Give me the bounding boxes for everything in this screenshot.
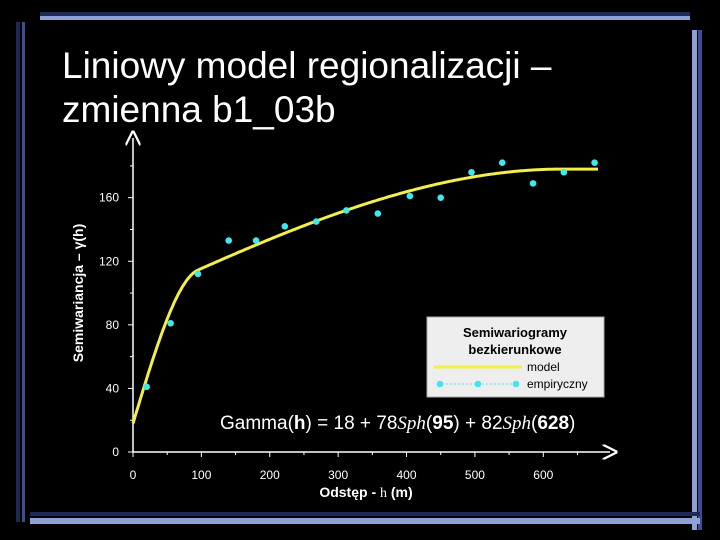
formula-open-1: ( [426, 413, 433, 434]
x-tick-label: 100 [191, 468, 211, 482]
series-layer [131, 159, 599, 424]
top-frame-bar-light [40, 16, 690, 20]
legend-title-line-2: bezkierunkowe [468, 342, 561, 357]
legend-empirical-label: empiryczny [527, 377, 588, 391]
empirical-point [194, 270, 202, 278]
y-tick-label: 160 [99, 191, 119, 205]
empirical-point [343, 207, 350, 214]
empirical-point [406, 192, 414, 200]
left-frame-bar-dark [16, 22, 20, 522]
empirical-point [529, 180, 537, 187]
formula-range-1: 95 [432, 413, 454, 434]
x-axis-label: Odstęp - h (m) [319, 484, 412, 501]
formula-close: ) [569, 413, 575, 434]
legend-empirical-dot [512, 380, 520, 388]
y-tick-label: 80 [106, 318, 120, 332]
empirical-point [167, 319, 174, 327]
slide-title: Liniowy model regionalizacji – zmienna b… [62, 44, 682, 132]
x-tick-label: 400 [397, 468, 417, 482]
left-frame-bar-light [22, 22, 25, 522]
title-line-2: zmienna b1_03b [62, 89, 336, 130]
formula-sph-2: Sph [503, 413, 532, 434]
x-tick-label: 200 [260, 468, 280, 482]
empirical-point [560, 168, 568, 176]
legend-title-line-1: Semiwariogramy [463, 325, 568, 340]
top-frame-bar-dark [40, 12, 690, 16]
legend: Semiwariogramy bezkierunkowe model empir… [426, 316, 605, 398]
formula-range-2: 628 [537, 413, 569, 434]
empirical-point [591, 159, 598, 167]
y-tick-label: 0 [112, 445, 119, 459]
bottom-frame-bar-dark [30, 512, 700, 516]
empirical-point [143, 383, 150, 391]
formula-h: h [294, 413, 306, 434]
x-tick-label: 0 [130, 468, 137, 482]
empirical-point [312, 218, 320, 225]
title-line-1: Liniowy model regionalizacji – [62, 45, 552, 86]
y-tick-label: 120 [99, 254, 119, 268]
x-tick-label: 500 [465, 468, 485, 482]
x-label-part-1: Odstęp - [319, 484, 380, 500]
formula-prefix: Gamma( [220, 413, 295, 434]
empirical-point [468, 168, 475, 176]
legend-empirical-dot [474, 380, 482, 388]
empirical-point [252, 237, 260, 244]
model-formula: Gamma(h) = 18 + 78Sph(95) + 82Sph(628) [220, 413, 575, 434]
axes-layer: 0 40 80 120 160 0 100 200 300 400 500 600 [99, 138, 610, 482]
empirical-point [281, 222, 289, 230]
legend-empirical-dot [436, 380, 444, 388]
model-curve [131, 167, 599, 424]
x-tick-label: 300 [328, 468, 348, 482]
empirical-point [374, 210, 382, 217]
x-label-h: h [380, 486, 387, 501]
formula-mid: ) + 82 [453, 413, 502, 434]
formula-part-1: ) = 18 + 78 [306, 413, 398, 434]
empirical-point [225, 237, 233, 244]
x-label-unit: (m) [387, 484, 413, 500]
empirical-point [437, 194, 445, 201]
right-frame-bar-light [692, 30, 697, 530]
y-tick-label: 40 [106, 381, 120, 395]
x-tick-label: 600 [533, 468, 553, 482]
right-frame-bar-dark [698, 30, 702, 530]
y-axis-label: Semiwariancja – γ(h) [70, 224, 86, 363]
formula-open-2: ( [531, 413, 538, 434]
legend-model-label: model [527, 360, 560, 374]
formula-sph-1: Sph [397, 413, 426, 434]
bottom-frame-bar-light [30, 518, 700, 524]
empirical-point [498, 159, 506, 167]
